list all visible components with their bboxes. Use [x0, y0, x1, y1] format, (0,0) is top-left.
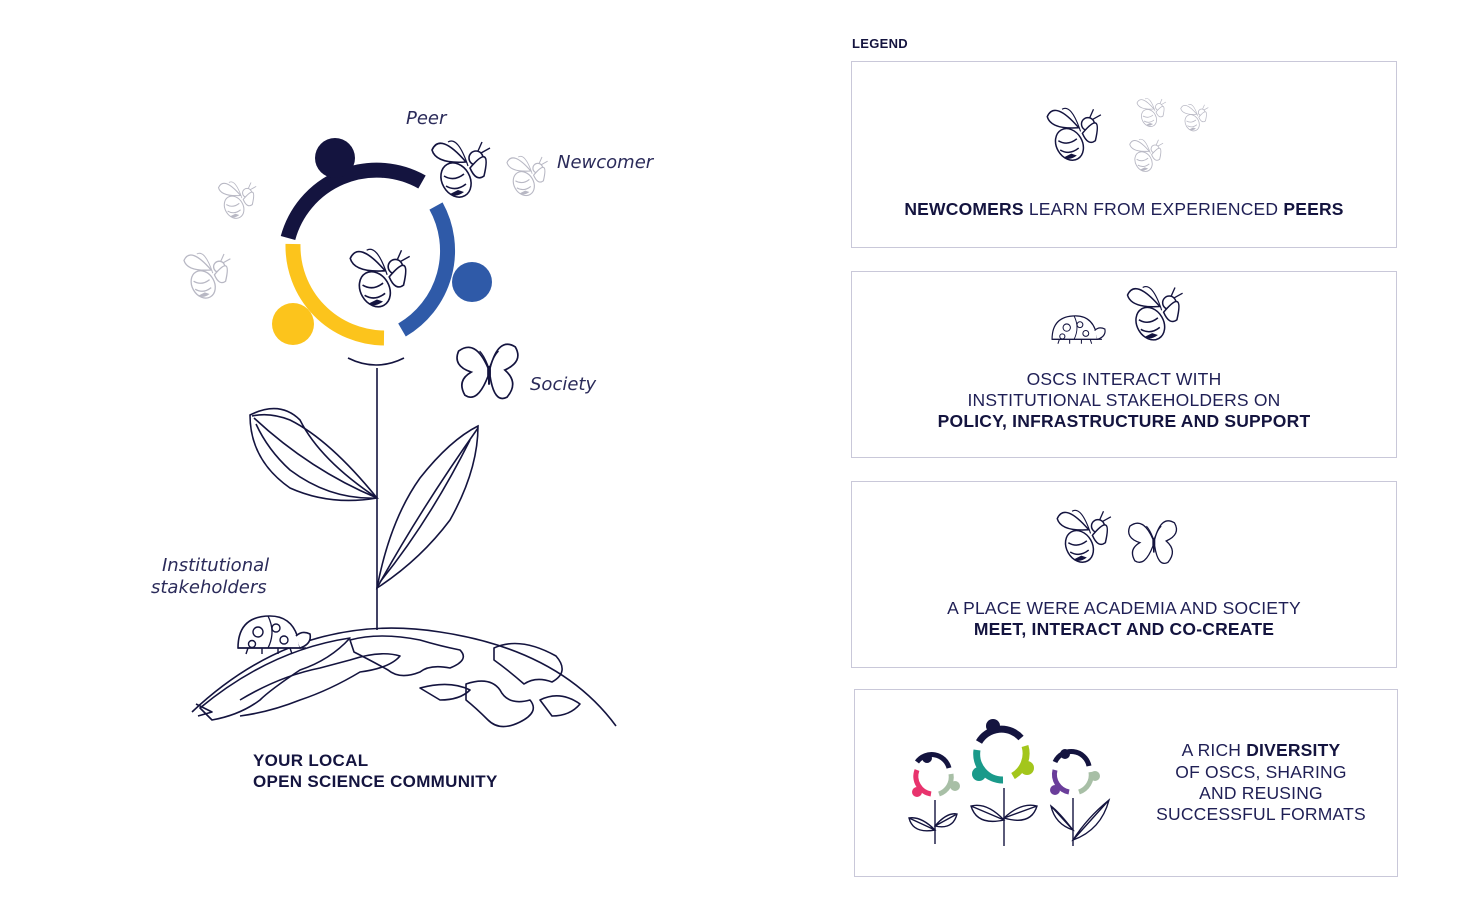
legend-title: LEGEND: [852, 36, 908, 51]
newcomer-label: Newcomer: [557, 152, 654, 173]
society-label: Society: [530, 374, 597, 395]
bee-icon: [431, 140, 491, 204]
bee-icon: [1129, 138, 1164, 176]
bee-icon: [506, 155, 549, 200]
ladybug-icon: [237, 615, 312, 655]
legend-box2-line1: OSCS INTERACT WITH: [1026, 369, 1222, 389]
legend-box-newcomers: NEWCOMERS LEARN FROM EXPERIENCED PEERS: [851, 61, 1397, 248]
community-flower-icon: [908, 752, 960, 844]
bee-icon: [1136, 98, 1167, 130]
flower-cup: [347, 357, 405, 366]
butterfly-icon: [1127, 519, 1178, 565]
legend-box1-text: NEWCOMERS LEARN FROM EXPERIENCED PEERS: [904, 199, 1344, 219]
leaf-icon: [249, 407, 380, 502]
community-ring-icon: [272, 138, 492, 346]
institutional-label-line1: Institutional: [162, 555, 270, 576]
peer-label: Peer: [406, 108, 447, 129]
globe-icon: [191, 627, 617, 728]
legend-box-diversity: A RICH DIVERSITY OF OSCS, SHARING AND RE…: [854, 689, 1398, 877]
butterfly-icon: [455, 343, 519, 400]
legend-box4-line1: A RICH DIVERSITY: [1181, 740, 1341, 760]
community-flower-icon: [970, 719, 1038, 846]
legend-box1-icons: [1046, 98, 1209, 176]
bee-icon: [217, 181, 257, 223]
legend-box3-line2: MEET, INTERACT AND CO-CREATE: [973, 619, 1275, 639]
bee-icon: [1056, 509, 1112, 569]
ladybug-icon: [1051, 315, 1106, 345]
legend-box-institutional: OSCS INTERACT WITH INSTITUTIONAL STAKEHO…: [851, 271, 1397, 458]
legend-box4-icons: [908, 719, 1111, 846]
main-title-line2: OPEN SCIENCE COMMUNITY: [253, 772, 498, 791]
legend-box4-line2: OF OSCS, SHARING: [1175, 762, 1347, 782]
legend-box-society: A PLACE WERE ACADEMIA AND SOCIETY MEET, …: [851, 481, 1397, 668]
legend-box4-line3: AND REUSING: [1199, 783, 1323, 803]
legend-box2-line3: POLICY, INFRASTRUCTURE AND SUPPORT: [937, 411, 1311, 431]
legend-box4-line4: SUCCESSFUL FORMATS: [1156, 804, 1366, 824]
leaf-icon: [375, 424, 479, 590]
institutional-label-line2: stakeholders: [151, 577, 267, 598]
bee-icon: [349, 248, 411, 314]
bee-icon: [1046, 107, 1102, 167]
main-title-line1: YOUR LOCAL: [253, 751, 369, 770]
community-flower-icon: [1049, 749, 1111, 846]
bee-icon: [183, 252, 232, 304]
bee-icon: [1180, 103, 1209, 134]
bee-icon: [1126, 285, 1184, 346]
legend-box3-line1: A PLACE WERE ACADEMIA AND SOCIETY: [947, 598, 1301, 618]
community-illustration: [183, 138, 617, 728]
legend-box2-line2: INSTITUTIONAL STAKEHOLDERS ON: [967, 390, 1281, 410]
legend-box3-icons: [1056, 509, 1178, 569]
